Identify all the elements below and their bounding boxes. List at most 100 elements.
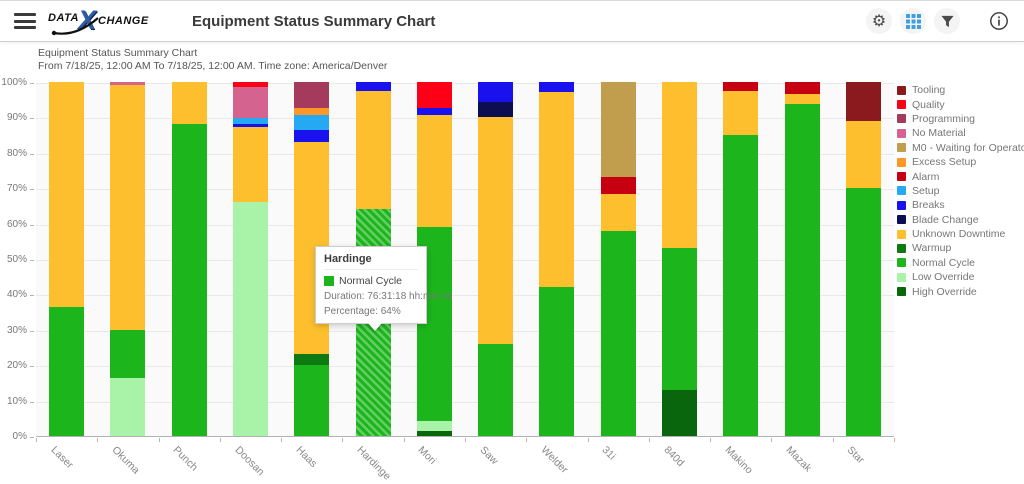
bar-segment-unknown-downtime[interactable] — [478, 117, 514, 344]
bar-segment-normal-cycle[interactable] — [539, 287, 575, 436]
bar-segment-setup[interactable] — [233, 117, 268, 124]
legend-item-low-override[interactable]: Low Override — [897, 270, 1024, 284]
bar-segment-unknown-downtime[interactable] — [171, 82, 207, 125]
legend-swatch-icon — [897, 85, 906, 95]
bar-segment-breaks[interactable] — [539, 82, 575, 92]
bar-segment-low-override[interactable] — [233, 202, 268, 436]
x-axis-tick — [342, 438, 344, 442]
bar-segment-unknown-downtime[interactable] — [49, 82, 85, 307]
legend-swatch-icon — [897, 272, 906, 282]
bar-mazak — [784, 82, 820, 436]
legend-item-quality[interactable]: Quality — [897, 97, 1024, 111]
bar-doosan — [233, 82, 268, 436]
tooltip-duration: Duration: 76:31:18 hh:mm:ss — [324, 291, 453, 302]
info-icon[interactable] — [986, 8, 1012, 34]
legend-label: No Material — [912, 127, 966, 140]
y-axis-tick — [30, 189, 34, 191]
legend-swatch-icon — [897, 114, 906, 124]
bar-segment-normal-cycle[interactable] — [49, 306, 85, 436]
bar-segment-no-material[interactable] — [233, 87, 268, 118]
legend-label: High Override — [912, 285, 977, 298]
filter-funnel-icon[interactable] — [934, 8, 960, 34]
bar-segment-normal-cycle[interactable] — [723, 135, 759, 436]
bar-segment-normal-cycle[interactable] — [662, 248, 697, 390]
legend-item-programming[interactable]: Programming — [897, 112, 1024, 126]
legend-item-warmup[interactable]: Warmup — [897, 241, 1024, 255]
bar-segment-warmup[interactable] — [294, 353, 330, 366]
bar-segment-quality[interactable] — [233, 82, 268, 88]
bar-segment-unknown-downtime[interactable] — [416, 115, 452, 228]
bar-segment-excess-setup[interactable] — [294, 107, 330, 116]
legend-swatch-icon — [897, 157, 906, 167]
bar-segment-normal-cycle[interactable] — [784, 104, 820, 436]
bar-segment-breaks[interactable] — [478, 82, 514, 102]
legend-item-tooling[interactable]: Tooling — [897, 83, 1024, 97]
y-axis-tick — [30, 437, 34, 438]
bar-segment-programming[interactable] — [294, 82, 330, 108]
x-axis-tick — [894, 438, 895, 442]
bar-segment-high-override[interactable] — [662, 389, 697, 436]
bar-segment-blade-change[interactable] — [478, 101, 514, 118]
grid-view-icon[interactable] — [900, 8, 926, 34]
bar-segment-normal-cycle[interactable] — [478, 343, 514, 436]
x-axis-tick — [219, 438, 221, 442]
bar-segment-unknown-downtime[interactable] — [662, 82, 697, 249]
settings-gear-icon[interactable]: ⚙ — [866, 8, 892, 34]
bar-segment-breaks[interactable] — [355, 82, 391, 91]
bar-segment-breaks[interactable] — [416, 107, 452, 116]
y-axis-tick — [30, 366, 34, 368]
y-axis-tick — [30, 295, 34, 297]
legend-item-normal-cycle[interactable]: Normal Cycle — [897, 256, 1024, 270]
bar-segment-breaks[interactable] — [294, 129, 330, 143]
bar-segment-low-override[interactable] — [416, 420, 452, 432]
x-axis-tick — [97, 438, 99, 442]
gridline-90 — [36, 118, 894, 120]
bar-segment-normal-cycle[interactable] — [171, 124, 207, 436]
bar-segment-unknown-downtime[interactable] — [845, 120, 881, 189]
bar-segment-no-material[interactable] — [110, 82, 146, 85]
legend-item-high-override[interactable]: High Override — [897, 284, 1024, 298]
legend-item-no-material[interactable]: No Material — [897, 126, 1024, 140]
bar-segment-normal-cycle[interactable] — [110, 329, 146, 378]
bar-segment-unknown-downtime[interactable] — [600, 193, 636, 231]
bar-segment-quality[interactable] — [416, 82, 452, 108]
legend-item-alarm[interactable]: Alarm — [897, 169, 1024, 183]
bar-segment-normal-cycle[interactable] — [845, 188, 881, 436]
bar-segment-normal-cycle[interactable] — [294, 365, 330, 436]
bar-segment-setup[interactable] — [294, 115, 330, 130]
gridline-50 — [36, 260, 894, 261]
report-title: Equipment Status Summary Chart — [38, 47, 198, 59]
legend-item-unknown-downtime[interactable]: Unknown Downtime — [897, 227, 1024, 241]
hamburger-menu-icon[interactable] — [14, 13, 36, 29]
bar-segment-high-override[interactable] — [416, 431, 452, 436]
legend-item-blade-change[interactable]: Blade Change — [897, 213, 1024, 227]
bar-segment-unknown-downtime[interactable] — [355, 90, 391, 210]
bar-segment-unknown-downtime[interactable] — [110, 84, 146, 330]
bar-segment-low-override[interactable] — [110, 377, 146, 436]
x-axis-label-laser: Laser — [48, 444, 76, 472]
bar-segment-unknown-downtime[interactable] — [784, 94, 820, 105]
bar-segment-unknown-downtime[interactable] — [723, 91, 759, 136]
bar-segment-alarm[interactable] — [723, 82, 759, 92]
stacked-bar-chart-plot — [36, 82, 894, 437]
x-axis-tick — [158, 438, 160, 442]
legend-label: M0 - Waiting for Operator — [912, 141, 1024, 154]
bar-segment-alarm[interactable] — [600, 176, 636, 194]
bar-segment-unknown-downtime[interactable] — [539, 91, 575, 288]
legend-label: Alarm — [912, 170, 940, 183]
bar-segment-m0-waiting-for-operator[interactable] — [600, 82, 636, 177]
legend-item-excess-setup[interactable]: Excess Setup — [897, 155, 1024, 169]
y-axis-tick — [30, 224, 34, 226]
bar-segment-breaks[interactable] — [233, 123, 268, 127]
y-axis-label: 70% — [6, 183, 27, 195]
bar-segment-unknown-downtime[interactable] — [233, 126, 268, 203]
bar-segment-tooling[interactable] — [845, 82, 881, 121]
legend-label: Warmup — [912, 242, 952, 255]
legend-item-m0-waiting-for-operator[interactable]: M0 - Waiting for Operator — [897, 141, 1024, 155]
legend-item-breaks[interactable]: Breaks — [897, 198, 1024, 212]
x-axis-label-haas: Haas — [293, 444, 320, 470]
bar-segment-alarm[interactable] — [784, 82, 820, 95]
bar-segment-normal-cycle[interactable] — [600, 230, 636, 436]
legend-item-setup[interactable]: Setup — [897, 184, 1024, 198]
legend-swatch-icon — [897, 143, 906, 153]
